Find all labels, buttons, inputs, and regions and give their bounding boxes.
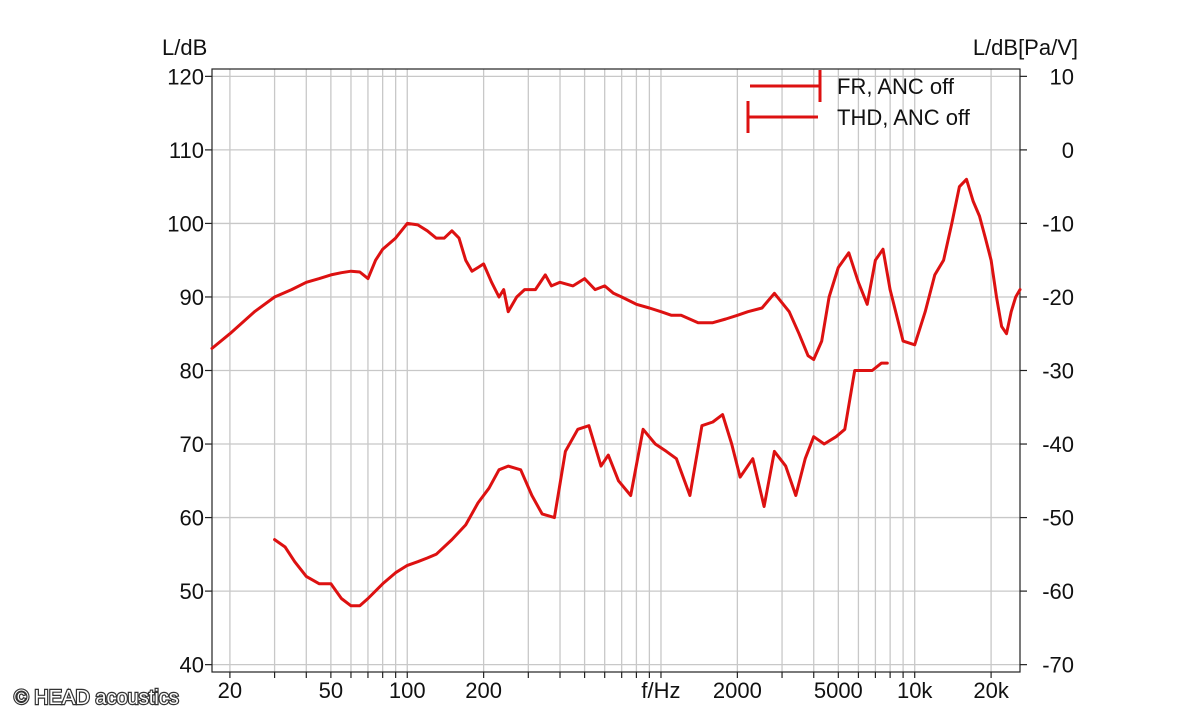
right-axis-tick-label: 10 [1050,64,1074,89]
left-axis-tick-label: 60 [180,506,204,531]
right-axis-tick-label: -20 [1042,285,1074,310]
x-axis-tick-label: 20k [973,678,1009,703]
left-axis-tick-label: 50 [180,579,204,604]
right-axis-tick-label: 0 [1062,138,1074,163]
x-axis-tick-label: 10k [897,678,933,703]
legend: FR, ANC off THD, ANC off [746,70,971,133]
legend-label-fr: FR, ANC off [837,74,955,99]
left-axis-tick-label: 100 [167,211,204,236]
left-axis-tick-label: 90 [180,285,204,310]
legend-label-thd: THD, ANC off [837,105,971,130]
series-line-thd [273,361,889,608]
right-axis-tick-label: -60 [1042,579,1074,604]
left-axis-title: L/dB [162,35,207,60]
left-axis-tick-label: 80 [180,359,204,384]
copyright-text: © HEAD acoustics [14,687,179,709]
x-axis-tick-label: 20 [218,678,242,703]
x-axis-title: f/Hz [641,678,680,703]
right-axis-title: L/dB[Pa/V] [973,35,1078,60]
left-axis-tick-label: 110 [169,138,204,163]
series-line-fr [210,177,1022,361]
right-axis-tick-label: -30 [1042,359,1074,384]
x-axis-tick-label: 100 [389,678,426,703]
x-axis-tick-label: 5000 [814,678,863,703]
right-axis-tick-label: -40 [1042,432,1074,457]
right-axis-tick-label: -70 [1042,653,1074,678]
left-axis-tick-label: 120 [167,64,204,89]
x-axis-tick-label: 2000 [713,678,762,703]
axes: 120110100908070605040100-10-20-30-40-50-… [167,64,1074,703]
left-axis-tick-label: 70 [180,432,204,457]
grid [212,69,1020,672]
x-axis-tick-label: 50 [319,678,343,703]
right-axis-tick-label: -50 [1042,506,1074,531]
right-axis-tick-label: -10 [1042,211,1074,236]
x-axis-tick-label: 200 [465,678,502,703]
series [210,177,1022,608]
left-axis-tick-label: 40 [180,653,204,678]
